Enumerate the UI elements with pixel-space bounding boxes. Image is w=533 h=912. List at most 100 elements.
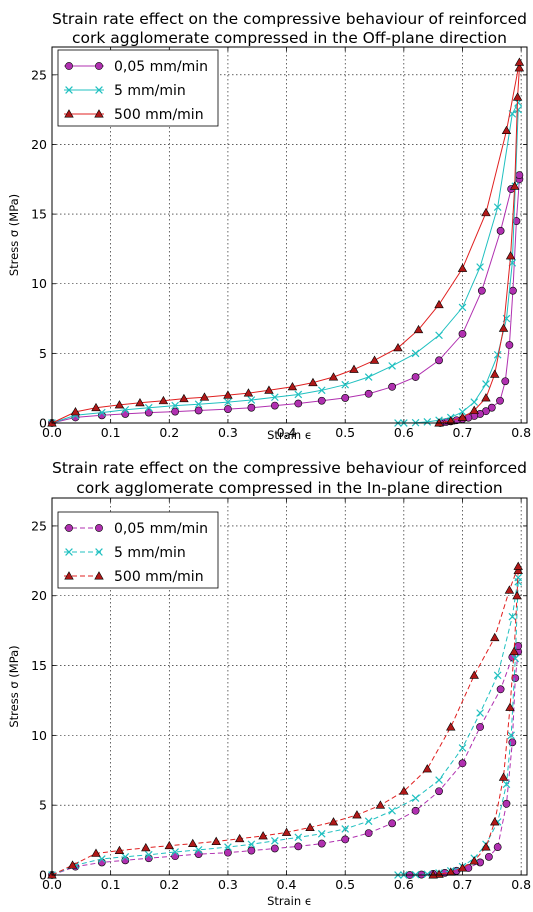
data-point-marker <box>294 833 303 842</box>
data-point-marker <box>114 400 125 409</box>
data-point-marker <box>514 105 523 114</box>
legend-marker <box>65 524 73 532</box>
data-point-marker <box>258 831 268 840</box>
data-point-marker <box>341 394 350 402</box>
data-point-marker <box>434 869 444 878</box>
y-axis-label: Stress σ (MPa) <box>7 645 21 727</box>
series-line-unloading <box>438 67 520 424</box>
data-point-marker <box>211 836 221 845</box>
data-point-marker <box>504 585 515 594</box>
data-point-marker <box>481 393 491 402</box>
data-point-marker <box>224 405 232 413</box>
data-point-marker <box>434 299 444 309</box>
data-point-marker <box>501 125 512 135</box>
data-point-marker <box>457 412 468 421</box>
data-point-marker <box>493 203 502 211</box>
data-point-marker <box>476 723 484 731</box>
data-point-marker <box>493 671 502 680</box>
data-point-marker <box>393 342 403 352</box>
y-tick-label: 25 <box>31 518 47 533</box>
data-point-marker <box>413 324 424 334</box>
data-point-marker <box>121 853 130 861</box>
data-point-marker <box>287 381 298 391</box>
legend-label: 500 mm/min <box>114 569 204 585</box>
data-point-marker <box>458 408 467 416</box>
data-point-marker <box>369 355 380 364</box>
data-point-marker <box>512 92 523 101</box>
x-tick-label: 0.1 <box>101 425 121 440</box>
data-point-marker <box>496 396 504 405</box>
data-point-marker <box>458 303 467 312</box>
data-point-marker <box>328 817 339 826</box>
data-point-marker <box>513 561 523 570</box>
legend-marker <box>65 62 73 70</box>
data-point-marker <box>388 362 396 370</box>
data-point-marker <box>121 856 130 865</box>
data-point-marker <box>428 870 438 879</box>
data-point-marker <box>508 612 517 621</box>
data-point-marker <box>509 181 520 190</box>
data-point-marker <box>484 852 493 861</box>
data-point-marker <box>243 388 254 397</box>
data-point-marker <box>199 392 210 401</box>
data-point-marker <box>270 401 279 410</box>
legend-marker <box>64 571 74 580</box>
series-500-mm-min <box>47 57 525 427</box>
data-point-marker <box>247 846 256 855</box>
data-point-marker <box>435 776 443 784</box>
data-point-marker <box>364 389 373 398</box>
data-point-marker <box>496 226 505 235</box>
chart-title-line: cork agglomerate compressed in the In-pl… <box>76 479 503 497</box>
legend-marker <box>95 548 103 556</box>
data-point-marker <box>179 393 189 403</box>
data-point-marker <box>121 410 130 418</box>
x-tick-label: 0.3 <box>218 877 238 892</box>
data-point-marker <box>502 799 511 808</box>
legend-label: 5 mm/min <box>114 545 186 561</box>
data-point-marker <box>91 402 101 412</box>
data-point-marker <box>498 772 509 781</box>
y-axis-label: Stress σ (MPa) <box>7 194 21 276</box>
series-line-unloading <box>398 581 519 876</box>
data-point-marker <box>135 398 145 407</box>
data-point-marker <box>493 350 502 359</box>
data-point-marker <box>308 377 318 387</box>
data-point-marker <box>364 829 373 838</box>
x-tick-label: 0.3 <box>218 425 238 440</box>
data-point-marker <box>388 382 397 391</box>
data-point-marker <box>317 829 326 838</box>
data-point-marker <box>515 171 524 180</box>
data-point-marker <box>457 863 468 872</box>
data-point-marker <box>458 759 467 768</box>
data-point-marker <box>224 843 232 851</box>
data-point-marker <box>305 822 315 831</box>
series-line-loading <box>51 102 519 424</box>
legend-marker <box>95 524 103 532</box>
data-point-marker <box>317 839 326 848</box>
y-tick-label: 15 <box>31 207 47 222</box>
x-tick-label: 0.6 <box>394 425 414 440</box>
y-tick-label: 0 <box>39 868 47 883</box>
x-tick-label: 0.5 <box>335 877 355 892</box>
data-point-marker <box>247 840 256 849</box>
series-0-05-mm-min <box>48 171 524 427</box>
y-tick-label: 20 <box>31 588 47 603</box>
data-point-marker <box>512 590 522 600</box>
series-line-loading <box>51 645 519 876</box>
legend-marker <box>65 86 73 94</box>
x-tick-label: 0.5 <box>335 425 355 440</box>
data-point-marker <box>476 263 484 271</box>
data-point-marker <box>490 817 500 826</box>
legend-label: 0,05 mm/min <box>114 59 208 75</box>
y-tick-label: 10 <box>31 276 47 291</box>
data-point-marker <box>144 408 153 417</box>
data-point-marker <box>364 817 373 826</box>
legend-marker <box>65 548 73 556</box>
data-point-marker <box>341 825 350 833</box>
data-point-marker <box>294 399 303 408</box>
data-point-marker <box>141 842 151 852</box>
data-point-marker <box>271 836 279 845</box>
data-point-marker <box>144 850 153 859</box>
data-point-marker <box>223 390 233 399</box>
